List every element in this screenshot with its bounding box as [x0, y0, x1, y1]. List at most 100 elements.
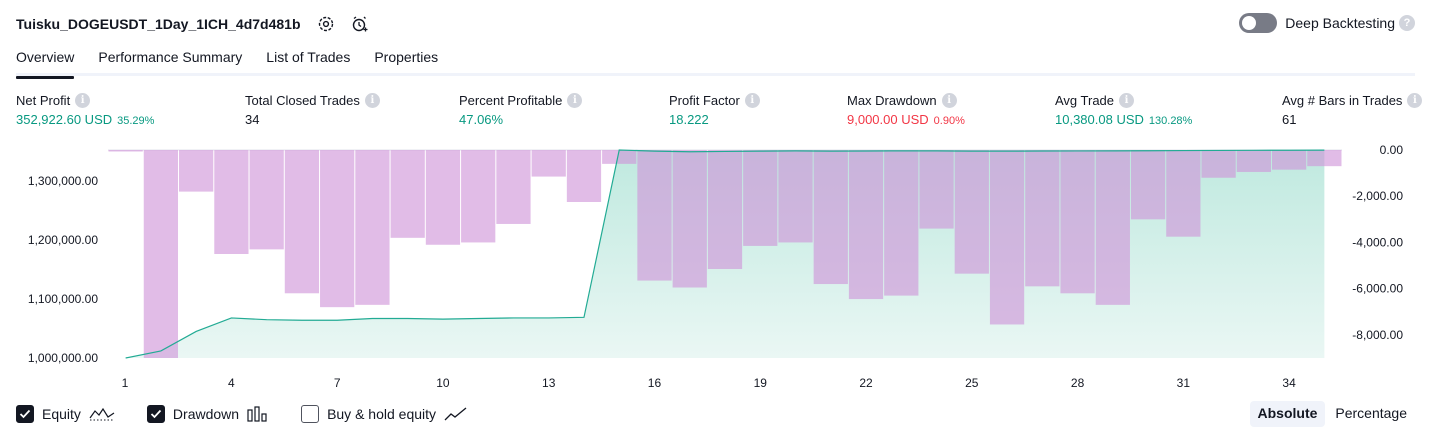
- metric-value: 34: [245, 112, 260, 127]
- metric-label: Avg # Bars in Trades: [1282, 93, 1403, 108]
- x-axis-tick-label: 34: [1282, 376, 1296, 390]
- info-icon[interactable]: i: [75, 93, 91, 108]
- drawdown-bar: [1025, 150, 1060, 287]
- drawdown-bar: [1060, 150, 1095, 294]
- metric-value: 9,000.00 USD: [847, 112, 929, 127]
- drawdown-bar: [884, 150, 919, 296]
- tab-properties[interactable]: Properties: [374, 49, 439, 65]
- equity-checkbox[interactable]: [16, 405, 34, 423]
- drawdown-bar: [496, 150, 531, 224]
- drawdown-bar: [813, 150, 848, 285]
- drawdown-bar: [919, 150, 954, 229]
- metric-avg-trade: Avg Trade i 10,380.08 USD 130.28%: [1055, 93, 1192, 127]
- info-icon[interactable]: i: [1407, 93, 1423, 108]
- metric-profit-factor: Profit Factor i 18.222: [669, 93, 760, 127]
- drawdown-bar: [425, 150, 461, 245]
- drawdown-bar: [848, 150, 884, 300]
- metric-value: 18.222: [669, 112, 709, 127]
- drawdown-bar: [1095, 150, 1130, 305]
- metric-percent-profitable: Percent Profitable i 47.06%: [459, 93, 583, 127]
- tab-list-of-trades[interactable]: List of Trades: [266, 49, 351, 65]
- metric-label: Max Drawdown: [847, 93, 937, 108]
- deep-backtesting-toggle[interactable]: [1239, 13, 1278, 33]
- metric-net-profit: Net Profit i 352,922.60 USD 35.29%: [16, 93, 154, 127]
- left-axis-tick-label: 1,000,000.00: [28, 351, 98, 365]
- metric-label: Percent Profitable: [459, 93, 563, 108]
- right-axis-tick-label: -6,000.00: [1352, 282, 1403, 296]
- info-icon[interactable]: i: [364, 93, 380, 108]
- drawdown-bar: [672, 150, 707, 288]
- right-axis-tick-label: -2,000.00: [1352, 189, 1403, 203]
- drawdown-bars-icon: [247, 406, 269, 422]
- drawdown-bar: [390, 150, 425, 238]
- add-alert-icon[interactable]: [351, 15, 369, 33]
- metrics-row: Net Profit i 352,922.60 USD 35.29% Total C…: [16, 93, 1423, 133]
- drawdown-bar: [954, 150, 989, 274]
- buy-hold-checkbox[interactable]: [301, 405, 320, 423]
- percentage-button[interactable]: Percentage: [1335, 405, 1407, 421]
- left-axis-tick-label: 1,300,000.00: [28, 174, 98, 188]
- metric-max-drawdown: Max Drawdown i 9,000.00 USD 0.90%: [847, 93, 965, 127]
- strategy-name: Tuisku_DOGEUSDT_1Day_1ICH_4d7d481b: [16, 16, 301, 32]
- x-axis-tick-label: 28: [1071, 376, 1085, 390]
- x-axis-tick-label: 31: [1177, 376, 1191, 390]
- drawdown-bar: [1236, 150, 1271, 172]
- value-mode-switch: Absolute Percentage: [1248, 401, 1416, 427]
- metric-label: Profit Factor: [669, 93, 740, 108]
- x-axis-tick-label: 25: [965, 376, 979, 390]
- tab-bar: Overview Performance Summary List of Tra…: [16, 44, 1415, 79]
- deep-backtesting-label: Deep Backtesting: [1285, 15, 1395, 31]
- drawdown-bar: [743, 150, 778, 246]
- legend-buy-hold[interactable]: Buy & hold equity: [301, 405, 468, 423]
- drawdown-bar: [108, 150, 143, 152]
- metric-value: 47.06%: [459, 112, 504, 127]
- toggle-knob: [1242, 16, 1257, 30]
- x-axis-tick-label: 19: [754, 376, 768, 390]
- drawdown-bar: [989, 150, 1025, 325]
- right-axis-tick-label: -4,000.00: [1352, 235, 1403, 249]
- absolute-button[interactable]: Absolute: [1249, 401, 1326, 427]
- info-icon[interactable]: i: [744, 93, 760, 108]
- buy-hold-line-icon: [444, 406, 468, 422]
- drawdown-checkbox[interactable]: [146, 405, 165, 423]
- drawdown-bar: [637, 150, 672, 281]
- legend-label: Buy & hold equity: [327, 406, 437, 422]
- metric-percent: 35.29%: [117, 115, 155, 127]
- metric-avg-bars-in-trades: Avg # Bars in Trades i 61: [1282, 93, 1423, 127]
- chart-legend: Equity Drawdown Buy & hold equity: [16, 403, 500, 425]
- metric-percent: 130.28%: [1148, 115, 1193, 127]
- legend-label: Drawdown: [172, 406, 240, 422]
- drawdown-bar: [1166, 150, 1201, 237]
- tab-performance-summary[interactable]: Performance Summary: [98, 49, 243, 65]
- drawdown-bar: [1307, 150, 1342, 167]
- x-axis-tick-label: 22: [859, 376, 873, 390]
- x-axis-tick-label: 7: [334, 376, 341, 390]
- metric-value: 10,380.08 USD: [1055, 112, 1144, 127]
- metric-percent: 0.90%: [933, 115, 965, 127]
- drawdown-bar: [214, 150, 249, 254]
- info-icon[interactable]: i: [1119, 93, 1135, 108]
- drawdown-bar: [355, 150, 390, 305]
- help-icon[interactable]: ?: [1399, 15, 1415, 31]
- drawdown-bar: [461, 150, 496, 243]
- x-axis-tick-label: 10: [436, 376, 450, 390]
- drawdown-bar: [320, 150, 355, 308]
- settings-icon[interactable]: [317, 15, 335, 33]
- tab-overview[interactable]: Overview: [16, 44, 75, 79]
- metric-value: 352,922.60 USD: [16, 112, 113, 127]
- drawdown-bar: [249, 150, 284, 250]
- drawdown-bar: [179, 150, 214, 192]
- info-icon[interactable]: i: [941, 93, 957, 108]
- deep-backtesting: Deep Backtesting ?: [1239, 13, 1415, 33]
- legend-label: Equity: [42, 406, 81, 422]
- right-axis-tick-label: -8,000.00: [1352, 328, 1403, 342]
- legend-drawdown[interactable]: Drawdown: [146, 405, 269, 423]
- drawdown-bar: [707, 150, 743, 270]
- metric-total-closed-trades: Total Closed Trades i 34: [245, 93, 380, 127]
- metric-label: Net Profit: [16, 93, 71, 108]
- drawdown-bar: [1130, 150, 1166, 220]
- legend-equity[interactable]: Equity: [16, 405, 115, 423]
- x-axis-tick-label: 1: [122, 376, 129, 390]
- drawdown-bar: [566, 150, 602, 202]
- info-icon[interactable]: i: [567, 93, 583, 108]
